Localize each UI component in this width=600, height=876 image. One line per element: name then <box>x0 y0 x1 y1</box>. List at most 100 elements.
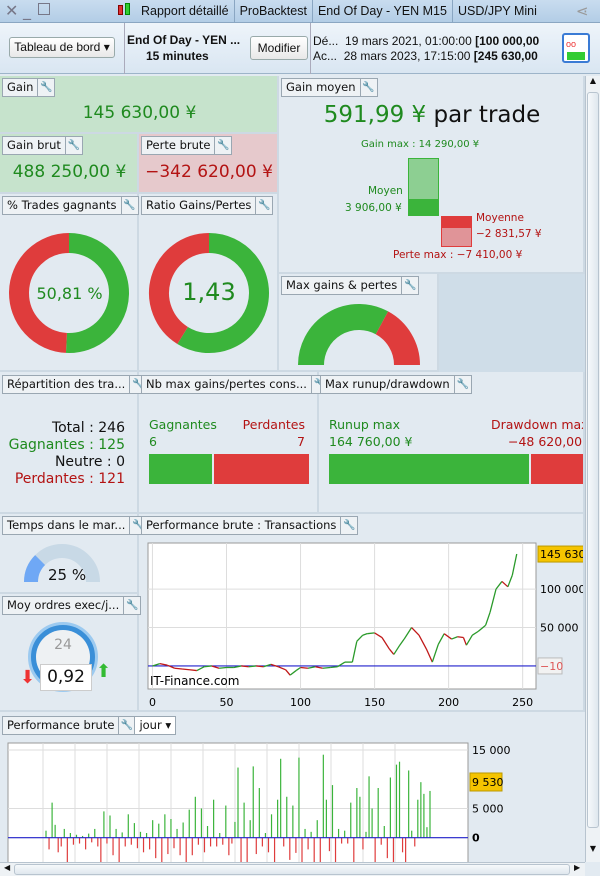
total-value: 246 <box>98 420 125 436</box>
panel-title: Performance brute <box>3 717 120 734</box>
temps-panel: Temps dans le mar... 🔧 25 % <box>0 514 148 594</box>
perf-brute-panel: Performance brute 🔧 jour ▾ 15 000 5 000 0 9 5… <box>0 712 585 862</box>
equity-segment <box>511 553 518 576</box>
wrench-icon[interactable]: 🔧 <box>119 717 136 734</box>
equity-segment <box>315 666 323 669</box>
last-value-label: 145 630 <box>540 548 585 561</box>
avg-gain-bar <box>408 199 439 216</box>
wrench-icon[interactable]: 🔧 <box>312 376 328 393</box>
divider <box>310 23 311 74</box>
repartition-header: Répartition des tra... 🔧 <box>2 375 148 394</box>
candlestick-icon <box>118 5 123 15</box>
equity-segment <box>256 665 264 668</box>
wrench-icon[interactable]: 🔧 <box>343 520 356 531</box>
arrow-up-icon: ⬆ <box>96 661 112 682</box>
ordres-panel: Moy ordres exec/j... 🔧 24 0,92 ⬇ ⬆ <box>0 594 142 712</box>
temps-header: Temps dans le mar... 🔧 <box>2 516 148 535</box>
equity-segment <box>189 669 197 672</box>
equity-segment <box>241 665 249 668</box>
scroll-up-icon[interactable]: ▲ <box>589 76 597 85</box>
maximize-icon[interactable] <box>38 3 50 15</box>
report-settings-icon[interactable]: oo <box>562 33 590 63</box>
scroll-thumb[interactable] <box>587 92 599 828</box>
wrench-icon[interactable]: 🔧 <box>132 379 145 390</box>
equity-segment <box>485 611 491 626</box>
panel-title: Répartition des tra... <box>3 376 131 393</box>
hscroll-thumb[interactable] <box>14 864 570 875</box>
wrench-icon[interactable]: 🔧 <box>67 140 81 151</box>
loss-segment <box>9 233 70 353</box>
equity-segment <box>351 641 358 663</box>
gain-panel: Gain 🔧 145 630,00 ¥ <box>0 76 279 134</box>
horizontal-scrollbar[interactable]: ◀ ▶ <box>0 862 585 876</box>
equity-segment <box>443 633 452 640</box>
wrench-icon[interactable]: 🔧 <box>40 82 53 93</box>
drawdown-value: −48 620,00 ¥ <box>508 434 583 449</box>
tab-strategy[interactable]: End Of Day - YEN M15 <box>313 0 453 23</box>
tab-probacktest[interactable]: ProBacktest <box>235 0 313 23</box>
gain-brut-value: 488 250,00 ¥ <box>12 162 127 182</box>
runup-header: Max runup/drawdown 🔧 <box>320 375 472 394</box>
win-bar <box>149 454 212 484</box>
equity-segment <box>330 666 338 669</box>
period-select[interactable]: jour ▾ <box>135 717 176 734</box>
loss-bar <box>214 454 309 484</box>
gain-value: 145 630,00 ¥ <box>82 103 197 123</box>
wrench-icon[interactable]: 🔧 <box>217 140 230 151</box>
start-capital: [100 000,00 <box>475 34 540 48</box>
equity-segment <box>152 663 161 667</box>
candlestick-icon-part <box>125 3 130 15</box>
trades-gagnants-header: % Trades gagnants 🔧 <box>2 196 139 215</box>
equity-segment <box>437 633 445 645</box>
panel-title: Performance brute : Transactions <box>142 517 342 534</box>
loss-segment <box>375 311 420 366</box>
scroll-down-icon[interactable]: ▼ <box>589 844 597 853</box>
equity-segment <box>431 644 439 663</box>
wrench-icon[interactable]: 🔧 <box>123 200 136 211</box>
loss-label: Perdantes <box>242 417 305 432</box>
view-select[interactable]: Tableau de bord ▾ <box>9 37 115 58</box>
wrench-icon[interactable]: 🔧 <box>456 379 469 390</box>
scroll-right-icon[interactable]: ▶ <box>574 863 581 872</box>
x-tick-label: 50 <box>219 696 233 709</box>
gauge-fill <box>24 555 46 583</box>
view-select-label: Tableau de bord <box>14 40 101 54</box>
toolbar: Tableau de bord ▾ End Of Day - YEN ... 1… <box>0 23 600 74</box>
perte-brute-value: −342 620,00 ¥ <box>145 162 273 182</box>
equity-segment <box>159 663 168 666</box>
trades-gagnants-panel: % Trades gagnants 🔧 50,81 % <box>0 194 139 372</box>
watermark: IT-Finance.com <box>150 674 239 688</box>
tab-instrument[interactable]: USD/JPY Mini <box>457 4 537 18</box>
moyenne-value: −2 831,57 ¥ <box>476 228 542 240</box>
equity-segment <box>219 666 227 669</box>
y-tick-label: 5 000 <box>472 802 504 815</box>
minimize-icon[interactable]: _ <box>23 1 31 20</box>
total-label: Total : <box>51 420 94 436</box>
equity-segment <box>477 624 487 632</box>
gain-moyen-panel: Gain moyen 🔧 591,99 ¥ par trade Gain max … <box>279 76 585 274</box>
vertical-scrollbar[interactable]: ▲ ▼ <box>585 76 600 862</box>
equity-segment <box>167 664 175 669</box>
wrench-icon[interactable]: 🔧 <box>258 200 271 211</box>
max-gains-pertes-panel: Max gains & pertes 🔧 <box>279 274 439 372</box>
x-tick-label: 100 <box>290 696 311 709</box>
modify-button[interactable]: Modifier <box>250 36 308 60</box>
ratio-donut <box>149 233 269 353</box>
wrench-icon[interactable]: 🔧 <box>126 600 139 611</box>
close-icon[interactable]: ✕ <box>5 1 19 20</box>
tab-bar: Rapport détaillé ProBacktest End Of Day … <box>136 0 542 23</box>
start-label: Dé... <box>313 34 339 48</box>
wrench-icon[interactable]: 🔧 <box>403 280 417 291</box>
wrench-icon[interactable]: 🔧 <box>362 82 375 93</box>
wrench-icon[interactable]: 🔧 <box>132 520 145 531</box>
y-tick-label: 15 000 <box>472 744 511 757</box>
share-icon[interactable]: ⋖ <box>576 2 589 20</box>
scroll-left-icon[interactable]: ◀ <box>4 863 11 872</box>
moyenne-label: Moyenne <box>476 212 524 224</box>
last-value-label: 9 530 <box>472 776 504 789</box>
daily-bar-chart: 15 000 5 000 0 9 530 <box>7 742 511 862</box>
equity-segment <box>356 634 364 642</box>
runup-panel: Max runup/drawdown 🔧 Runup max 164 760,00… <box>319 372 585 514</box>
equity-segment <box>393 644 401 655</box>
tab-rapport[interactable]: Rapport détaillé <box>136 0 235 23</box>
